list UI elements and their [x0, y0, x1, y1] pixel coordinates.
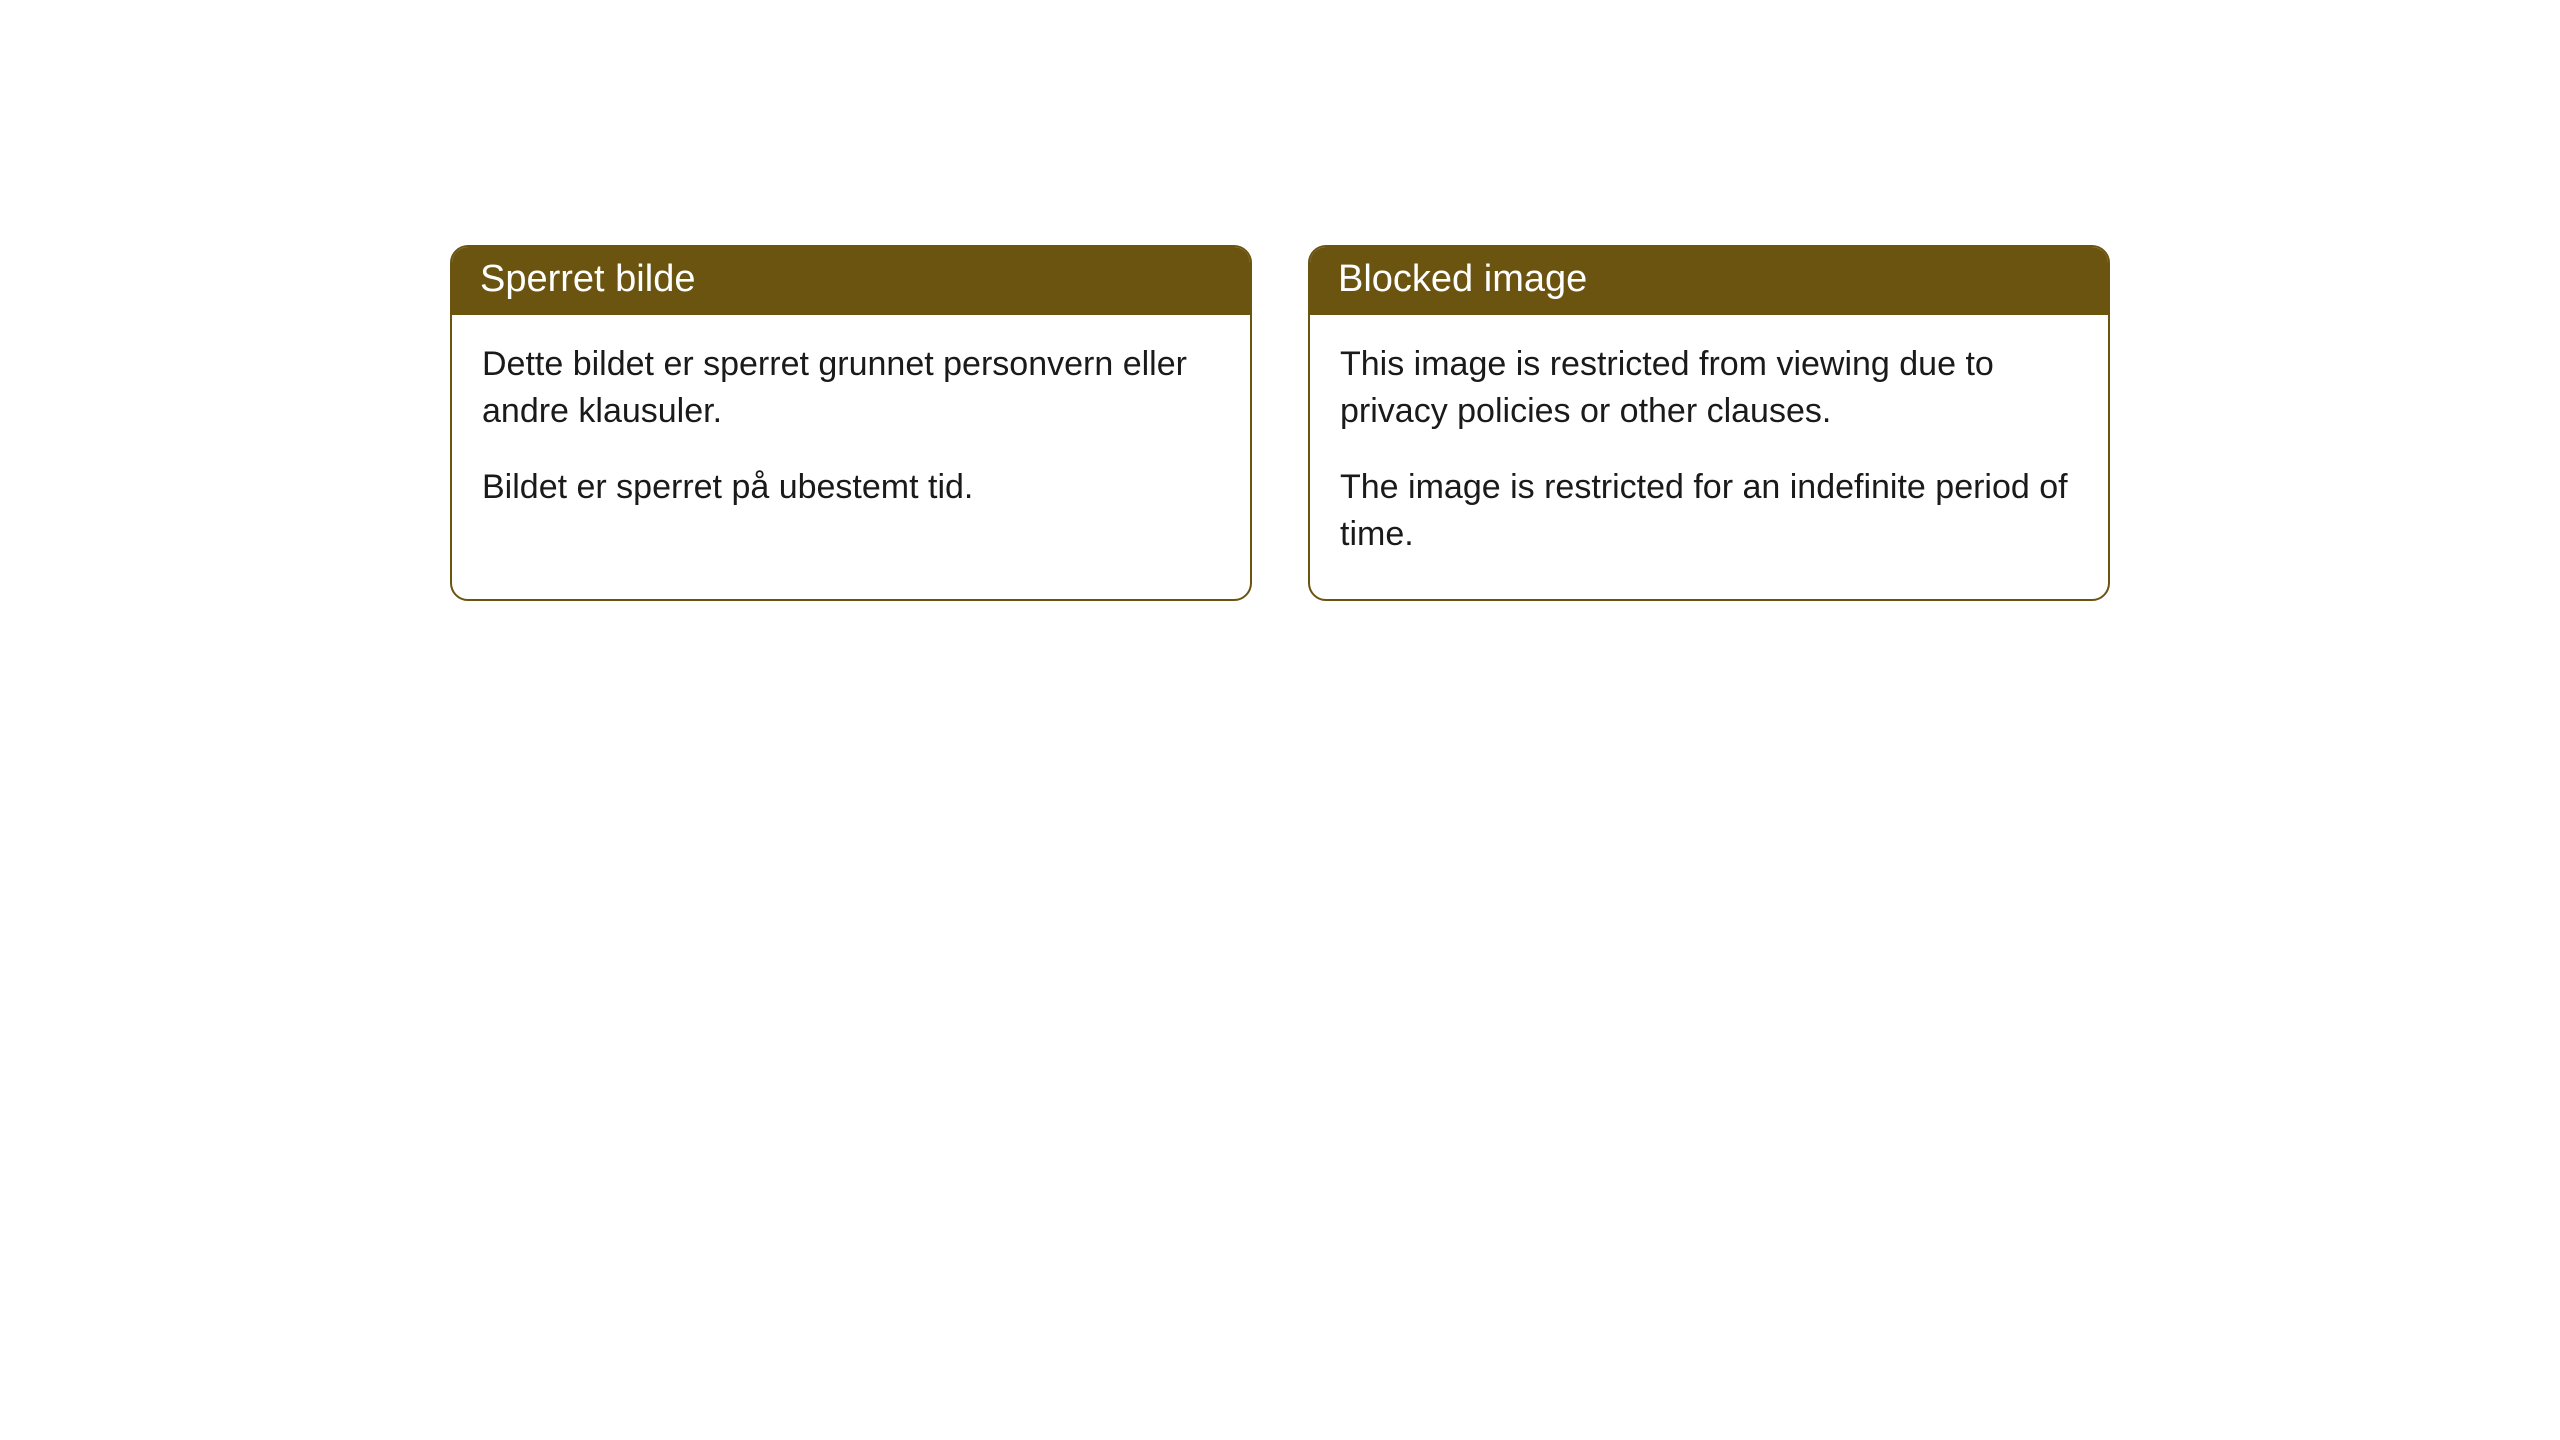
card-paragraph-2-en: The image is restricted for an indefinit… [1340, 464, 2078, 559]
blocked-image-card-en: Blocked image This image is restricted f… [1308, 245, 2110, 601]
card-paragraph-1-en: This image is restricted from viewing du… [1340, 341, 2078, 436]
cards-container: Sperret bilde Dette bildet er sperret gr… [450, 245, 2110, 601]
card-paragraph-2-no: Bildet er sperret på ubestemt tid. [482, 464, 1220, 512]
card-header-no: Sperret bilde [452, 247, 1250, 315]
card-header-en: Blocked image [1310, 247, 2108, 315]
card-body-no: Dette bildet er sperret grunnet personve… [452, 315, 1250, 552]
card-paragraph-1-no: Dette bildet er sperret grunnet personve… [482, 341, 1220, 436]
blocked-image-card-no: Sperret bilde Dette bildet er sperret gr… [450, 245, 1252, 601]
card-body-en: This image is restricted from viewing du… [1310, 315, 2108, 599]
